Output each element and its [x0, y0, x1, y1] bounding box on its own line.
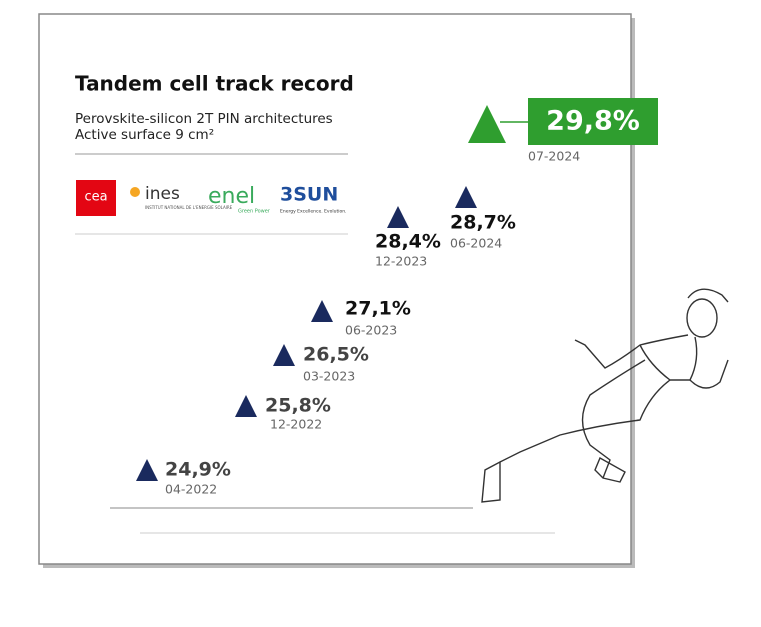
cea-logo	[76, 180, 116, 216]
3sun-text: 3SUN	[280, 184, 338, 206]
record-efficiency: 24,9%	[165, 459, 231, 481]
record-marker	[455, 186, 477, 208]
record-date: 04-2022	[165, 482, 217, 497]
record-date: 06-2023	[345, 323, 397, 338]
record-efficiency: 27,1%	[345, 298, 411, 320]
sun-icon	[130, 187, 140, 197]
record-efficiency: 29,8%	[546, 106, 640, 137]
enel-caption: Green Power	[238, 209, 271, 215]
record-marker	[136, 459, 158, 481]
title: Tandem cell track record	[75, 72, 354, 96]
record-marker	[387, 206, 409, 228]
runner-illustration	[481, 288, 729, 503]
record-date: 06-2024	[450, 236, 502, 251]
record-efficiency: 25,8%	[265, 395, 331, 417]
frame	[38, 13, 632, 565]
record-efficiency: 26,5%	[303, 344, 369, 366]
ines-text: ines	[145, 184, 180, 204]
record-date: 07-2024	[528, 149, 580, 164]
ines-caption: INSTITUT NATIONAL DE L'ENERGIE SOLAIRE	[145, 205, 233, 210]
subtitle: Perovskite-silicon 2T PIN architectures	[75, 111, 333, 127]
record-box	[528, 98, 658, 145]
record-marker	[311, 300, 333, 322]
3sun-caption: Energy Excellence. Evolution.	[280, 209, 347, 215]
record-marker	[468, 105, 506, 143]
record-date: 12-2022	[270, 417, 322, 432]
record-efficiency: 28,7%	[450, 212, 516, 234]
record-marker	[273, 344, 295, 366]
record-marker	[235, 395, 257, 417]
cea-text: cea	[84, 190, 107, 205]
enel-text: enel	[208, 184, 255, 209]
record-efficiency: 28,4%	[375, 231, 441, 253]
surface: Active surface 9 cm²	[75, 127, 214, 143]
record-date: 12-2023	[375, 254, 427, 269]
record-date: 03-2023	[303, 369, 355, 384]
